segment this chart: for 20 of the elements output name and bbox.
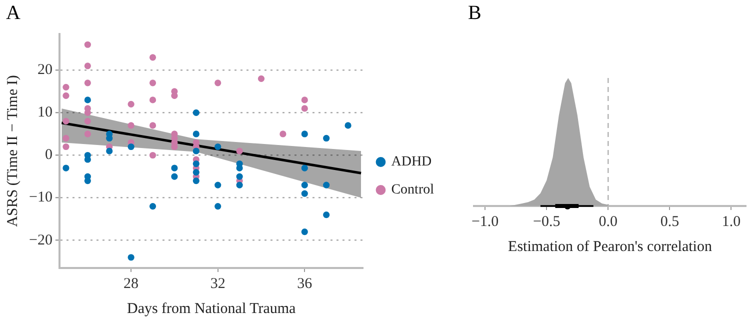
y-axis-title: ASRS (Time II − Time I)	[4, 75, 21, 227]
chart-title: A	[6, 2, 20, 25]
y-tick-label: −20	[28, 232, 52, 248]
x-tick-label: 1.0	[722, 214, 741, 230]
x-axis-title: Days from National Trauma	[126, 300, 296, 317]
y-tick-label: 0	[44, 147, 52, 164]
legend-label: Control	[391, 182, 434, 198]
x-tick-label: 0.5	[660, 214, 680, 230]
y-tick-label: 20	[37, 62, 52, 78]
x-tick-label: −0.5	[533, 214, 560, 230]
x-axis-title: Estimation of Pearon's correlation	[508, 238, 712, 255]
x-tick-label: 0.0	[598, 214, 618, 230]
x-tick-label: −1.0	[471, 214, 499, 230]
x-tick-label: 36	[297, 276, 313, 292]
y-tick-label: −10	[28, 190, 52, 206]
legend-label: ADHD	[391, 154, 432, 170]
y-tick-label: 10	[37, 104, 52, 121]
chart-title: B	[468, 2, 482, 25]
x-tick-label: 28	[124, 276, 139, 292]
x-tick-label: 32	[210, 276, 226, 292]
